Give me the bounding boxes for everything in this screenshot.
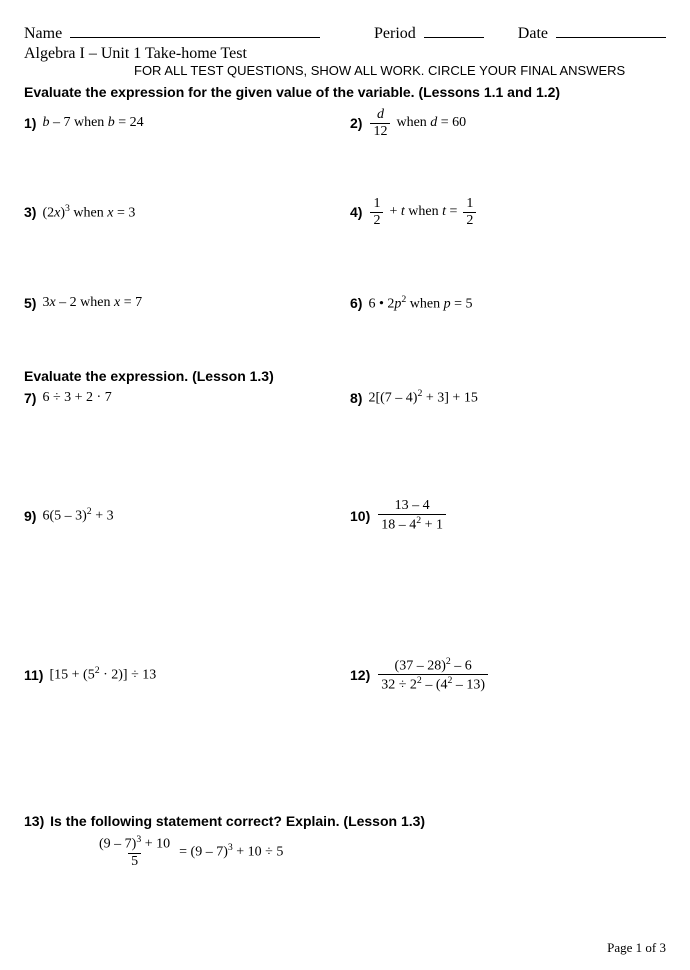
question-6: 6) 6 • 2p2 when p = 5 xyxy=(350,294,666,313)
section-2-heading: Evaluate the expression. (Lesson 1.3) xyxy=(24,368,666,384)
q10-fraction: 13 – 4 18 – 42 + 1 xyxy=(378,499,446,533)
q5-number: 5) xyxy=(24,295,36,311)
q4-fraction-2: 1 2 xyxy=(463,197,476,228)
worksheet-title: Algebra I – Unit 1 Take-home Test xyxy=(24,45,666,63)
question-2: 2) d 12 when d = 60 xyxy=(350,108,666,139)
q1-number: 1) xyxy=(24,115,36,131)
question-8: 8) 2[(7 – 4)2 + 3] + 15 xyxy=(350,388,666,407)
date-label: Date xyxy=(518,25,548,43)
q2-number: 2) xyxy=(350,115,362,131)
q12-number: 12) xyxy=(350,667,370,683)
question-13-prompt: 13) Is the following statement correct? … xyxy=(24,813,666,829)
instructions: FOR ALL TEST QUESTIONS, SHOW ALL WORK. C… xyxy=(134,63,666,78)
question-12: 12) (37 – 28)2 – 6 32 ÷ 22 – (42 – 13) xyxy=(350,657,666,693)
question-5: 5) 3x – 2 when x = 7 xyxy=(24,294,340,313)
q4-fraction-1: 1 2 xyxy=(370,197,383,228)
question-3: 3) (2x)3 when x = 3 xyxy=(24,197,340,228)
question-9: 9) 6(5 – 3)2 + 3 xyxy=(24,499,340,533)
q9-number: 9) xyxy=(24,508,36,524)
question-13-equation: (9 – 7)3 + 10 5 = (9 – 7)3 + 10 ÷ 5 xyxy=(94,835,666,869)
name-label: Name xyxy=(24,25,62,43)
question-4: 4) 1 2 + t when t = 1 2 xyxy=(350,197,666,228)
period-blank[interactable] xyxy=(424,20,484,38)
q13-number: 13) xyxy=(24,813,44,829)
section-1-heading: Evaluate the expression for the given va… xyxy=(24,84,666,100)
question-11: 11) [15 + (52 · 2)] ÷ 13 xyxy=(24,657,340,693)
q13-lhs-fraction: (9 – 7)3 + 10 5 xyxy=(96,835,173,869)
q3-number: 3) xyxy=(24,204,36,220)
page-footer: Page 1 of 3 xyxy=(607,940,666,956)
date-blank[interactable] xyxy=(556,20,666,38)
header-row: Name Period Date xyxy=(24,20,666,43)
q10-number: 10) xyxy=(350,508,370,524)
name-blank[interactable] xyxy=(70,20,320,38)
q4-number: 4) xyxy=(350,204,362,220)
question-10: 10) 13 – 4 18 – 42 + 1 xyxy=(350,499,666,533)
q8-number: 8) xyxy=(350,390,362,406)
q2-fraction: d 12 xyxy=(370,108,390,139)
period-label: Period xyxy=(374,25,416,43)
q6-number: 6) xyxy=(350,295,362,311)
question-7: 7) 6 ÷ 3 + 2 · 7 xyxy=(24,388,340,407)
question-1: 1) b – 7 when b = 24 xyxy=(24,108,340,139)
q12-fraction: (37 – 28)2 – 6 32 ÷ 22 – (42 – 13) xyxy=(378,657,488,693)
q7-number: 7) xyxy=(24,390,36,406)
q11-number: 11) xyxy=(24,667,43,683)
